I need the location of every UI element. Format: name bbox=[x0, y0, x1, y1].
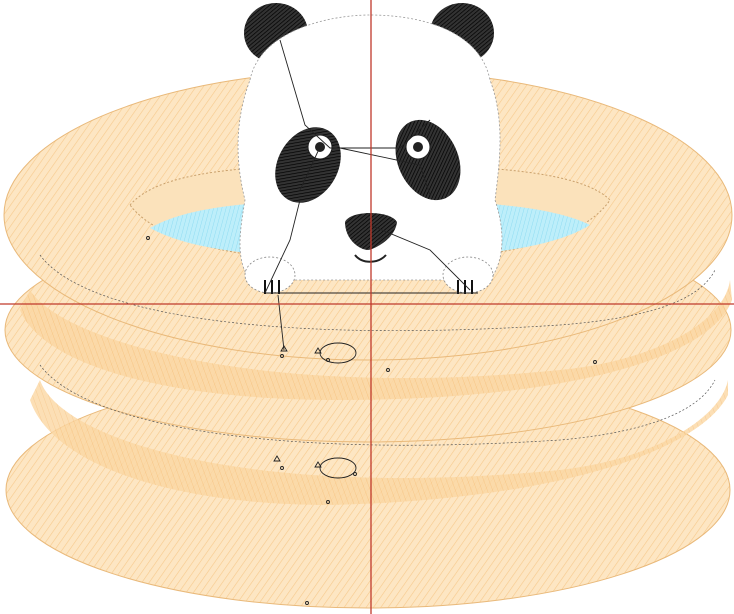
stitch-point bbox=[353, 472, 357, 476]
start-marker bbox=[280, 345, 288, 352]
start-marker bbox=[314, 347, 322, 354]
stitch-point bbox=[593, 360, 597, 364]
end-marker bbox=[314, 461, 322, 468]
stitch-point bbox=[146, 236, 150, 240]
panda-figure bbox=[237, 3, 503, 294]
stitch-point bbox=[280, 354, 284, 358]
stitch-point bbox=[386, 368, 390, 372]
stitch-point bbox=[305, 601, 309, 605]
panda-paw-left bbox=[244, 256, 296, 294]
stitch-markers bbox=[146, 236, 597, 605]
end-marker bbox=[273, 455, 281, 462]
stitch-point bbox=[326, 500, 330, 504]
stitch-connectors bbox=[264, 39, 478, 351]
stitch-point bbox=[280, 466, 284, 470]
